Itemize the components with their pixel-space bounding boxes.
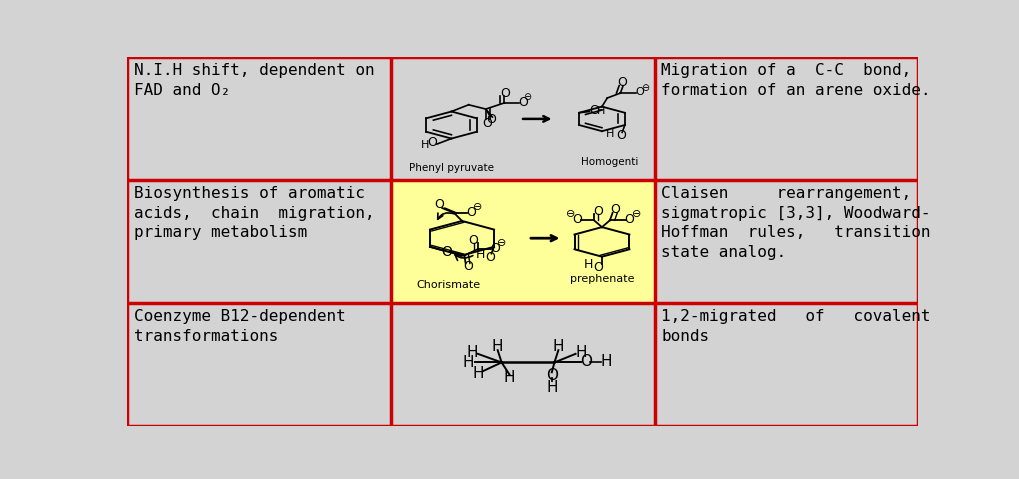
Text: ⊖: ⊖ (565, 209, 575, 219)
Text: H: H (503, 370, 515, 385)
Text: H: H (491, 339, 503, 354)
Text: O: O (616, 129, 626, 142)
Text: O: O (500, 87, 511, 100)
FancyBboxPatch shape (127, 304, 390, 426)
Text: ⊖: ⊖ (496, 238, 505, 248)
FancyBboxPatch shape (654, 304, 917, 426)
Text: ⊖: ⊖ (641, 82, 649, 92)
Text: Chorismate: Chorismate (417, 280, 480, 290)
Text: O: O (592, 205, 602, 217)
Text: H: H (552, 339, 564, 354)
FancyBboxPatch shape (390, 180, 654, 304)
FancyBboxPatch shape (654, 180, 917, 304)
Text: H: H (596, 105, 604, 115)
Text: O: O (592, 261, 602, 274)
Text: ⊖: ⊖ (473, 202, 482, 212)
Text: Claisen     rearrangement,
sigmatropic [3,3], Woodward-
Hoffman  rules,   transi: Claisen rearrangement, sigmatropic [3,3]… (660, 186, 929, 260)
Text: N.I.H shift, dependent on
FAD and O₂: N.I.H shift, dependent on FAD and O₂ (133, 63, 374, 98)
Text: O: O (518, 96, 527, 109)
Text: H: H (472, 366, 483, 381)
Text: ⊖: ⊖ (522, 92, 530, 103)
Text: H: H (599, 354, 611, 369)
Text: H: H (463, 355, 474, 370)
Text: O: O (489, 242, 499, 255)
Text: H: H (575, 344, 586, 360)
Text: O: O (616, 76, 626, 89)
Text: 1,2-migrated   of   covalent
bonds: 1,2-migrated of covalent bonds (660, 309, 929, 344)
Text: O: O (466, 206, 476, 219)
Text: O: O (463, 260, 473, 273)
Text: O: O (482, 117, 491, 130)
FancyBboxPatch shape (127, 180, 390, 304)
Text: O: O (580, 354, 592, 369)
Text: O: O (434, 198, 444, 211)
Text: O: O (485, 251, 494, 264)
Text: O: O (609, 204, 620, 217)
FancyBboxPatch shape (390, 304, 654, 426)
Text: O: O (589, 104, 599, 117)
Text: Coenzyme B12-dependent
transformations: Coenzyme B12-dependent transformations (133, 309, 345, 344)
FancyBboxPatch shape (127, 57, 390, 180)
Text: ⊖: ⊖ (631, 209, 640, 219)
Text: H: H (421, 140, 429, 150)
Text: prephenate: prephenate (570, 274, 634, 284)
Text: O: O (486, 113, 495, 126)
Text: H: H (605, 129, 613, 139)
FancyBboxPatch shape (654, 57, 917, 180)
Text: Phenyl pyruvate: Phenyl pyruvate (409, 163, 493, 173)
Text: Biosynthesis of aromatic
acids,  chain  migration,
primary metabolism: Biosynthesis of aromatic acids, chain mi… (133, 186, 374, 240)
Text: O: O (624, 213, 634, 226)
Text: O: O (635, 88, 644, 98)
Text: H: H (584, 258, 593, 271)
Text: H: H (545, 380, 557, 395)
Text: H: H (467, 344, 478, 360)
FancyBboxPatch shape (390, 57, 654, 180)
Text: O: O (441, 245, 452, 259)
Text: Homogenti: Homogenti (581, 157, 638, 167)
Text: O: O (545, 368, 557, 383)
Text: O: O (572, 213, 581, 226)
Text: O: O (468, 234, 478, 247)
Text: Migration of a  C-C  bond,
formation of an arene oxide.: Migration of a C-C bond, formation of an… (660, 63, 929, 98)
Text: H: H (476, 248, 485, 261)
Text: O: O (427, 137, 437, 149)
